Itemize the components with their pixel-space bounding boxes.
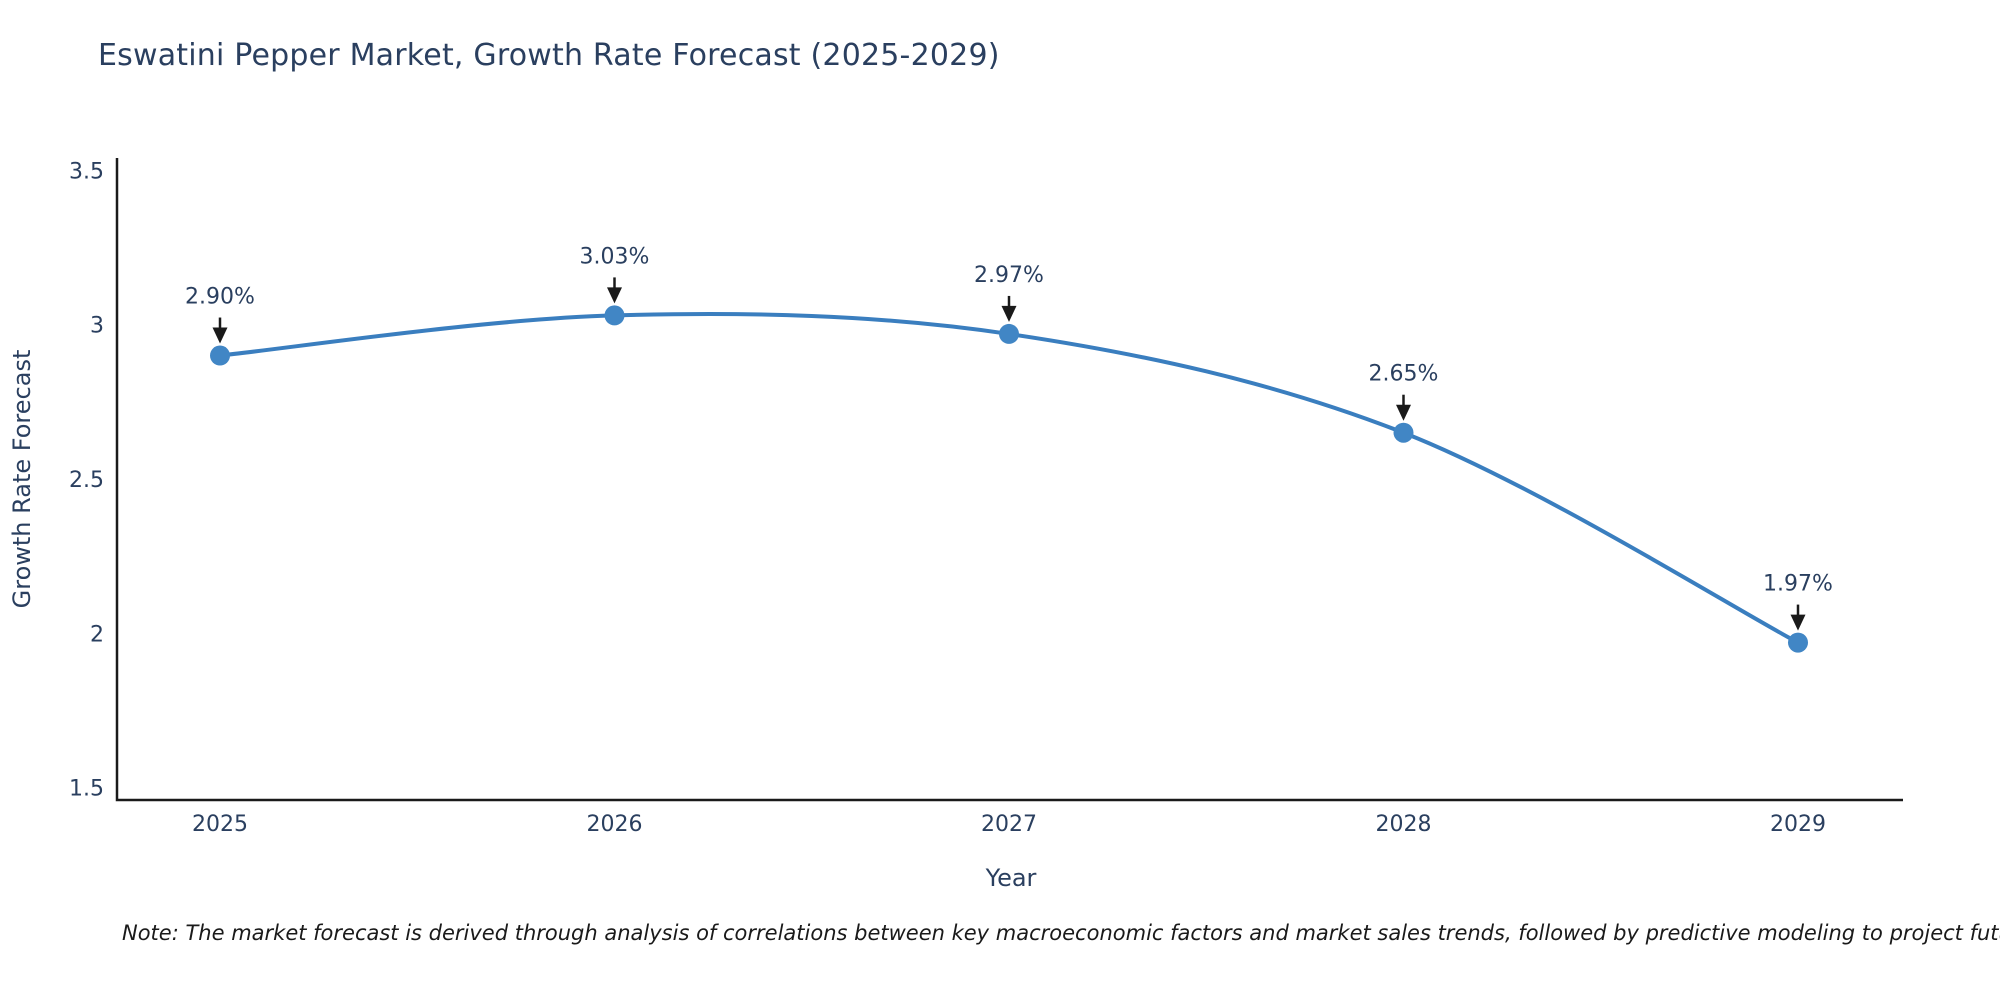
- y-axis-title: Growth Rate Forecast: [8, 350, 36, 609]
- y-tick-label: 1.5: [69, 777, 104, 802]
- data-point-marker[interactable]: [604, 305, 625, 326]
- point-value-label: 2.97%: [974, 263, 1044, 288]
- axes-lines: [115, 158, 1903, 802]
- footnote: Note: The market forecast is derived thr…: [122, 921, 2000, 945]
- point-value-label: 1.97%: [1763, 572, 1833, 597]
- data-point-marker[interactable]: [999, 323, 1019, 344]
- y-tick-label: 3: [90, 314, 104, 339]
- point-value-label: 2.65%: [1369, 362, 1439, 387]
- x-tick-label: 2028: [1376, 812, 1432, 837]
- x-tick-label: 2026: [587, 812, 643, 837]
- y-tick-label: 2: [90, 622, 104, 647]
- annotation-arrow-head-icon: [1790, 614, 1806, 631]
- data-point-marker[interactable]: [210, 345, 230, 366]
- annotation-arrow-head-icon: [212, 327, 228, 344]
- data-point-marker[interactable]: [1788, 632, 1808, 653]
- y-tick-label: 2.5: [69, 468, 104, 493]
- point-value-label: 3.03%: [580, 244, 650, 269]
- data-point-marker[interactable]: [1393, 422, 1414, 443]
- annotation-arrow-head-icon: [1001, 305, 1017, 322]
- x-tick-label: 2025: [192, 812, 248, 837]
- x-axis-title: Year: [985, 864, 1037, 892]
- annotation-arrow-head-icon: [1396, 404, 1411, 421]
- forecast-line: [218, 312, 1800, 645]
- point-value-label: 2.90%: [185, 285, 255, 310]
- x-tick-label: 2027: [981, 812, 1037, 837]
- chart-title: Eswatini Pepper Market, Growth Rate Fore…: [98, 38, 1000, 73]
- annotation-arrow-head-icon: [607, 287, 622, 304]
- x-tick-label: 2029: [1770, 812, 1826, 837]
- y-tick-label: 3.5: [69, 159, 104, 184]
